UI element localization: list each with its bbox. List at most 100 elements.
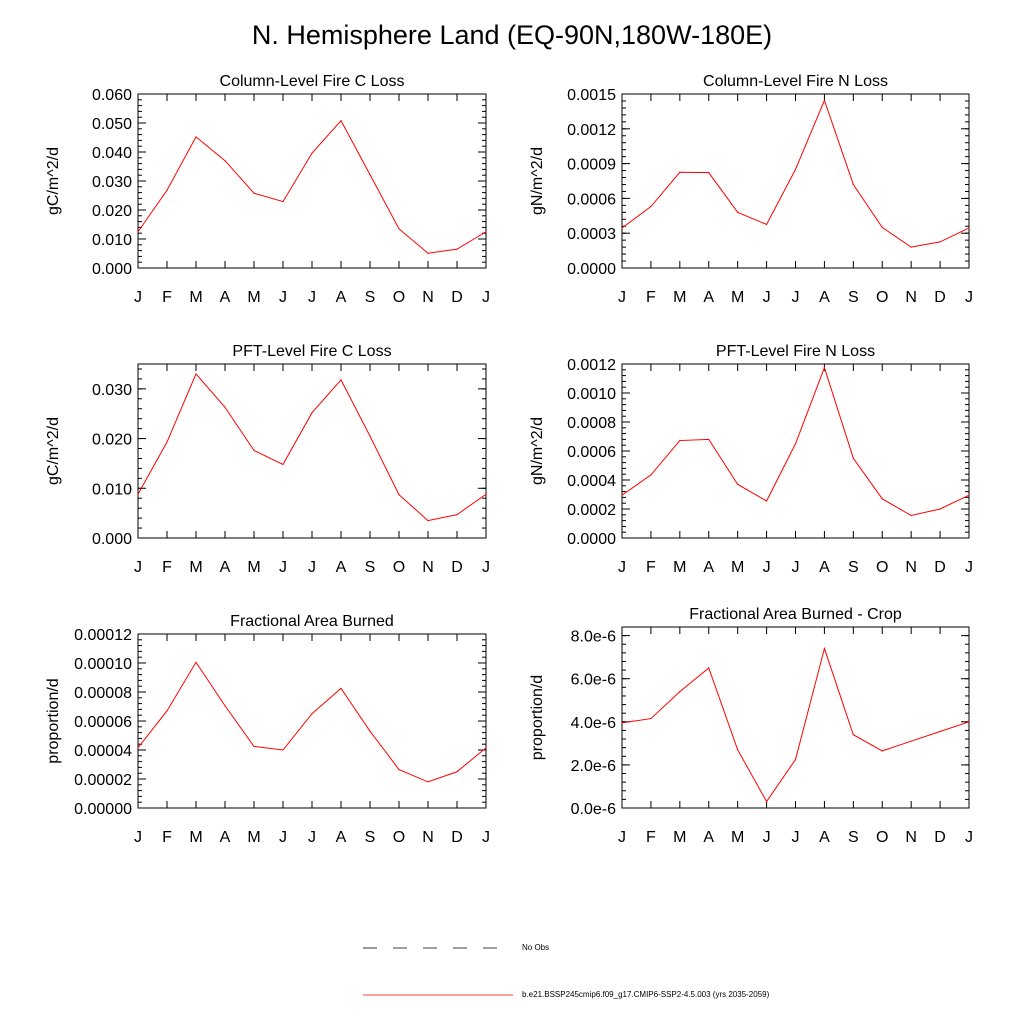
x-tick-label: J — [279, 829, 287, 846]
y-axis-label: proportion/d — [45, 678, 62, 763]
x-tick-label: A — [220, 829, 231, 846]
data-point — [910, 514, 912, 517]
data-point — [253, 449, 255, 452]
data-point — [621, 227, 623, 229]
data-point — [340, 687, 342, 689]
x-tick-label: F — [162, 559, 172, 576]
x-tick-label: D — [451, 289, 463, 306]
data-point — [794, 758, 797, 761]
x-tick-label: D — [934, 559, 946, 576]
data-point — [398, 228, 400, 230]
y-tick-label: 0.060 — [92, 87, 132, 104]
series-line — [137, 373, 487, 522]
x-tick-label: J — [618, 289, 626, 306]
data-point — [137, 493, 139, 495]
x-tick-label: J — [965, 829, 973, 846]
x-tick-label: S — [848, 829, 859, 846]
x-tick-label: J — [618, 829, 626, 846]
x-tick-label: D — [451, 829, 463, 846]
data-point — [224, 705, 226, 707]
data-point — [708, 667, 710, 669]
x-tick-label: M — [673, 829, 686, 846]
data-point — [968, 494, 970, 496]
data-point — [282, 749, 284, 751]
x-tick-label: M — [247, 829, 260, 846]
data-point — [737, 749, 739, 751]
x-tick-label: M — [673, 289, 686, 306]
plot-frame — [137, 633, 487, 809]
data-point — [311, 713, 313, 715]
series-line — [621, 646, 970, 803]
plot-frame — [621, 626, 970, 809]
data-point — [224, 160, 226, 162]
x-tick-label: A — [819, 289, 830, 306]
data-point — [621, 494, 623, 496]
data-point — [737, 483, 739, 485]
data-point — [253, 745, 255, 747]
data-point — [311, 412, 313, 414]
y-tick-label: 2.0e-6 — [571, 758, 616, 775]
y-axis-label: gN/m^2/d — [529, 417, 546, 485]
data-point — [650, 205, 652, 208]
y-tick-label: 0.050 — [92, 116, 132, 133]
data-point — [166, 441, 168, 443]
y-tick-label: 0.0010 — [567, 386, 616, 403]
x-tick-label: J — [134, 289, 142, 306]
data-point — [852, 183, 854, 186]
x-tick-label: A — [336, 559, 347, 576]
y-tick-label: 0.00006 — [74, 714, 132, 731]
legend-item-model-run: b.e21.BSSP245cmip6.f09_g17.CMIP6-SSP2-4.… — [363, 987, 863, 1003]
data-point — [485, 747, 487, 749]
chart-title: Fractional Area Burned — [230, 613, 394, 630]
data-point — [823, 647, 826, 650]
y-tick-label: 0.0002 — [567, 502, 616, 519]
x-tick-label: M — [731, 829, 744, 846]
x-tick-label: S — [365, 829, 376, 846]
x-tick-label: M — [189, 829, 202, 846]
data-point — [823, 367, 826, 369]
x-tick-label: J — [763, 559, 771, 576]
chart-title: Fractional Area Burned - Crop — [689, 606, 902, 623]
y-tick-label: 6.0e-6 — [571, 672, 616, 689]
y-tick-label: 4.0e-6 — [571, 715, 616, 732]
data-point — [708, 172, 710, 174]
data-point — [340, 379, 342, 381]
y-tick-label: 0.0e-6 — [571, 801, 616, 818]
data-point — [195, 661, 197, 663]
data-point — [456, 771, 458, 773]
data-point — [708, 438, 710, 440]
x-tick-label: D — [451, 559, 463, 576]
x-tick-label: N — [422, 829, 434, 846]
data-point — [485, 231, 487, 233]
y-axis-label: gN/m^2/d — [529, 147, 546, 215]
x-tick-label: J — [618, 559, 626, 576]
plot-frame — [137, 93, 487, 269]
x-tick-label: M — [673, 559, 686, 576]
x-tick-label: J — [763, 829, 771, 846]
y-tick-label: 8.0e-6 — [571, 629, 616, 646]
y-tick-label: 0.000 — [92, 531, 132, 548]
x-tick-label: J — [792, 829, 800, 846]
x-tick-label: M — [731, 559, 744, 576]
x-tick-label: M — [247, 559, 260, 576]
data-point — [282, 200, 284, 203]
data-point — [456, 248, 458, 250]
data-point — [224, 406, 226, 408]
x-tick-label: A — [703, 829, 714, 846]
data-point — [650, 474, 652, 476]
x-tick-label: A — [336, 829, 347, 846]
data-point — [679, 691, 681, 693]
data-point — [794, 443, 797, 445]
data-point — [340, 120, 342, 122]
x-tick-label: J — [482, 289, 490, 306]
x-tick-label: S — [848, 559, 859, 576]
data-point — [369, 730, 371, 732]
data-point — [939, 241, 941, 243]
x-tick-label: J — [965, 559, 973, 576]
data-point — [765, 223, 768, 226]
x-tick-label: A — [220, 559, 231, 576]
series-line — [621, 98, 970, 248]
